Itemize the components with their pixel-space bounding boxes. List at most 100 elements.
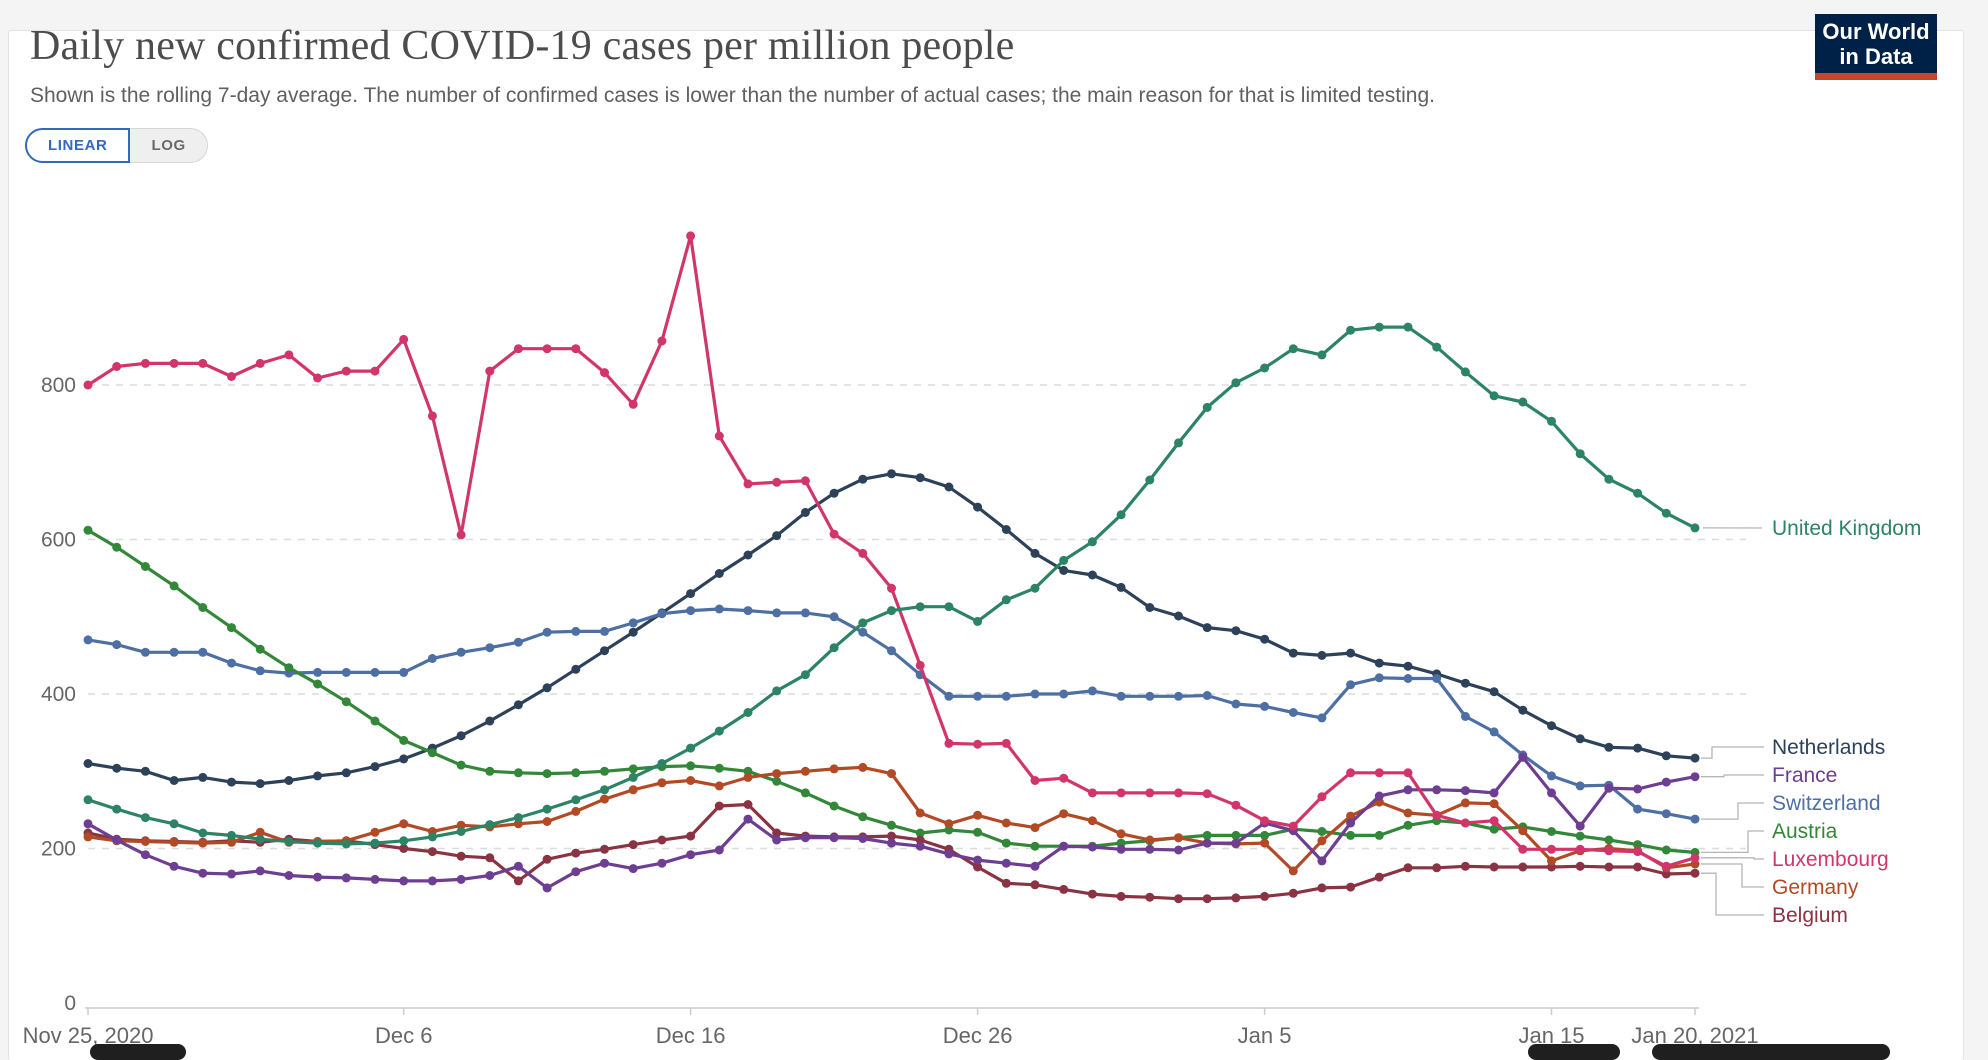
data-point[interactable]	[571, 768, 580, 777]
data-point[interactable]	[1317, 883, 1326, 892]
data-point[interactable]	[256, 645, 265, 654]
data-point[interactable]	[887, 821, 896, 830]
data-point[interactable]	[1088, 686, 1097, 695]
data-point[interactable]	[1231, 801, 1240, 810]
data-point[interactable]	[1203, 403, 1212, 412]
data-point[interactable]	[112, 543, 121, 552]
data-point[interactable]	[858, 812, 867, 821]
data-point[interactable]	[399, 844, 408, 853]
data-point[interactable]	[1547, 771, 1556, 780]
data-point[interactable]	[1633, 489, 1642, 498]
data-point[interactable]	[84, 381, 93, 390]
data-point[interactable]	[284, 871, 293, 880]
data-point[interactable]	[112, 764, 121, 773]
data-point[interactable]	[973, 692, 982, 701]
data-point[interactable]	[801, 508, 810, 517]
data-point[interactable]	[629, 764, 638, 773]
data-point[interactable]	[1404, 662, 1413, 671]
data-point[interactable]	[916, 602, 925, 611]
data-point[interactable]	[1174, 612, 1183, 621]
data-point[interactable]	[256, 835, 265, 844]
data-point[interactable]	[1404, 674, 1413, 683]
data-point[interactable]	[399, 876, 408, 885]
data-point[interactable]	[1518, 753, 1527, 762]
data-point[interactable]	[1490, 816, 1499, 825]
data-point[interactable]	[1604, 784, 1613, 793]
data-point[interactable]	[1289, 889, 1298, 898]
data-point[interactable]	[1576, 449, 1585, 458]
data-point[interactable]	[1203, 839, 1212, 848]
data-point[interactable]	[485, 820, 494, 829]
data-point[interactable]	[973, 828, 982, 837]
data-point[interactable]	[1691, 869, 1700, 878]
data-point[interactable]	[1518, 706, 1527, 715]
data-point[interactable]	[170, 581, 179, 590]
data-point[interactable]	[1662, 862, 1671, 871]
data-point[interactable]	[887, 769, 896, 778]
data-point[interactable]	[830, 764, 839, 773]
data-point[interactable]	[485, 853, 494, 862]
data-point[interactable]	[686, 850, 695, 859]
data-point[interactable]	[399, 668, 408, 677]
data-point[interactable]	[1002, 839, 1011, 848]
data-point[interactable]	[284, 776, 293, 785]
data-point[interactable]	[801, 476, 810, 485]
data-point[interactable]	[112, 640, 121, 649]
data-point[interactable]	[1604, 863, 1613, 872]
data-point[interactable]	[514, 862, 523, 871]
data-point[interactable]	[1174, 894, 1183, 903]
data-point[interactable]	[744, 800, 753, 809]
data-point[interactable]	[801, 767, 810, 776]
data-point[interactable]	[1346, 768, 1355, 777]
data-point[interactable]	[84, 832, 93, 841]
data-point[interactable]	[1490, 687, 1499, 696]
data-point[interactable]	[973, 856, 982, 865]
data-point[interactable]	[600, 368, 609, 377]
data-point[interactable]	[1375, 768, 1384, 777]
data-point[interactable]	[1461, 862, 1470, 871]
data-point[interactable]	[1260, 702, 1269, 711]
data-point[interactable]	[1461, 679, 1470, 688]
data-point[interactable]	[629, 864, 638, 873]
data-point[interactable]	[858, 834, 867, 843]
data-point[interactable]	[313, 680, 322, 689]
data-point[interactable]	[1145, 788, 1154, 797]
data-point[interactable]	[571, 807, 580, 816]
data-point[interactable]	[428, 654, 437, 663]
data-point[interactable]	[944, 483, 953, 492]
data-point[interactable]	[1203, 894, 1212, 903]
data-point[interactable]	[342, 697, 351, 706]
data-point[interactable]	[1432, 811, 1441, 820]
data-point[interactable]	[1576, 781, 1585, 790]
data-point[interactable]	[772, 769, 781, 778]
data-point[interactable]	[256, 359, 265, 368]
data-point[interactable]	[1346, 326, 1355, 335]
data-point[interactable]	[1117, 845, 1126, 854]
data-point[interactable]	[399, 836, 408, 845]
data-point[interactable]	[1490, 863, 1499, 872]
data-point[interactable]	[170, 838, 179, 847]
data-point[interactable]	[916, 842, 925, 851]
data-point[interactable]	[1088, 571, 1097, 580]
data-point[interactable]	[1346, 831, 1355, 840]
data-point[interactable]	[1404, 863, 1413, 872]
data-point[interactable]	[284, 837, 293, 846]
data-point[interactable]	[313, 873, 322, 882]
data-point[interactable]	[256, 866, 265, 875]
data-point[interactable]	[686, 832, 695, 841]
data-point[interactable]	[973, 811, 982, 820]
data-point[interactable]	[170, 359, 179, 368]
data-point[interactable]	[457, 827, 466, 836]
data-point[interactable]	[571, 344, 580, 353]
data-point[interactable]	[1404, 809, 1413, 818]
data-point[interactable]	[830, 612, 839, 621]
data-point[interactable]	[514, 813, 523, 822]
data-point[interactable]	[973, 740, 982, 749]
data-point[interactable]	[1174, 833, 1183, 842]
data-point[interactable]	[84, 635, 93, 644]
data-point[interactable]	[514, 876, 523, 885]
series-belgium[interactable]	[84, 800, 1700, 903]
data-point[interactable]	[1002, 879, 1011, 888]
data-point[interactable]	[485, 767, 494, 776]
